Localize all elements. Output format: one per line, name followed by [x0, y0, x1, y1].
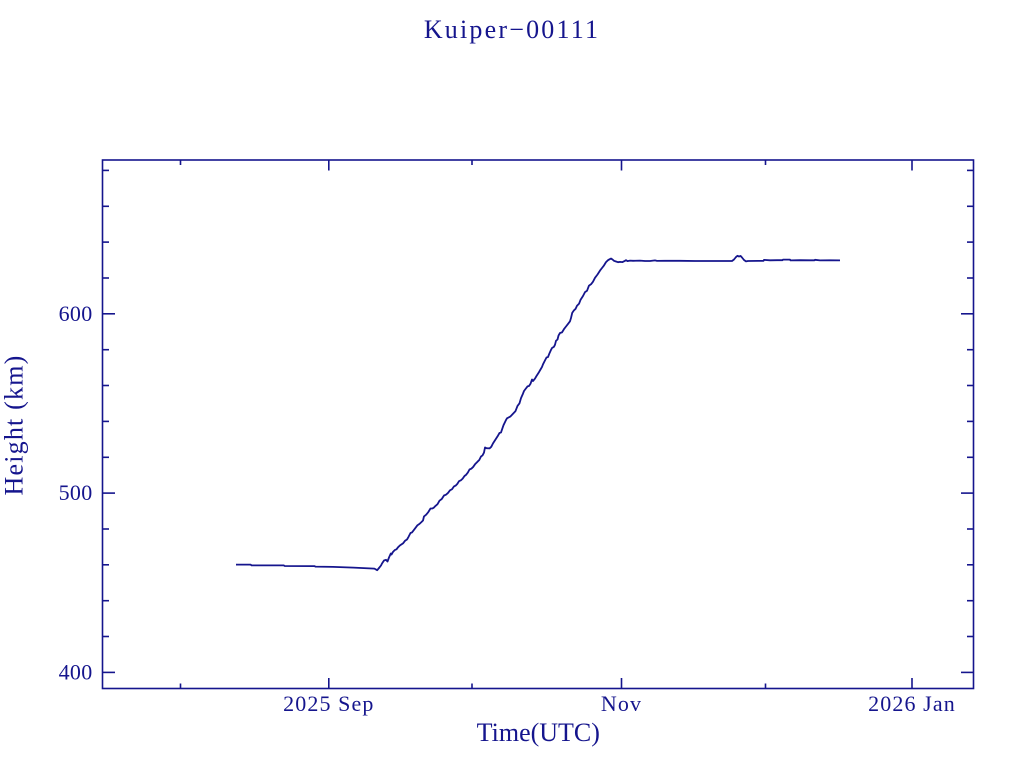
- svg-text:Kuiper−00111: Kuiper−00111: [424, 15, 600, 44]
- svg-text:600: 600: [59, 301, 93, 326]
- svg-text:Nov: Nov: [601, 691, 642, 716]
- svg-text:Height (km): Height (km): [0, 354, 29, 495]
- svg-text:Time(UTC): Time(UTC): [477, 718, 600, 747]
- svg-text:2026 Jan: 2026 Jan: [868, 691, 956, 716]
- svg-text:2025 Sep: 2025 Sep: [283, 691, 374, 716]
- svg-text:500: 500: [59, 480, 93, 505]
- svg-text:400: 400: [59, 659, 93, 684]
